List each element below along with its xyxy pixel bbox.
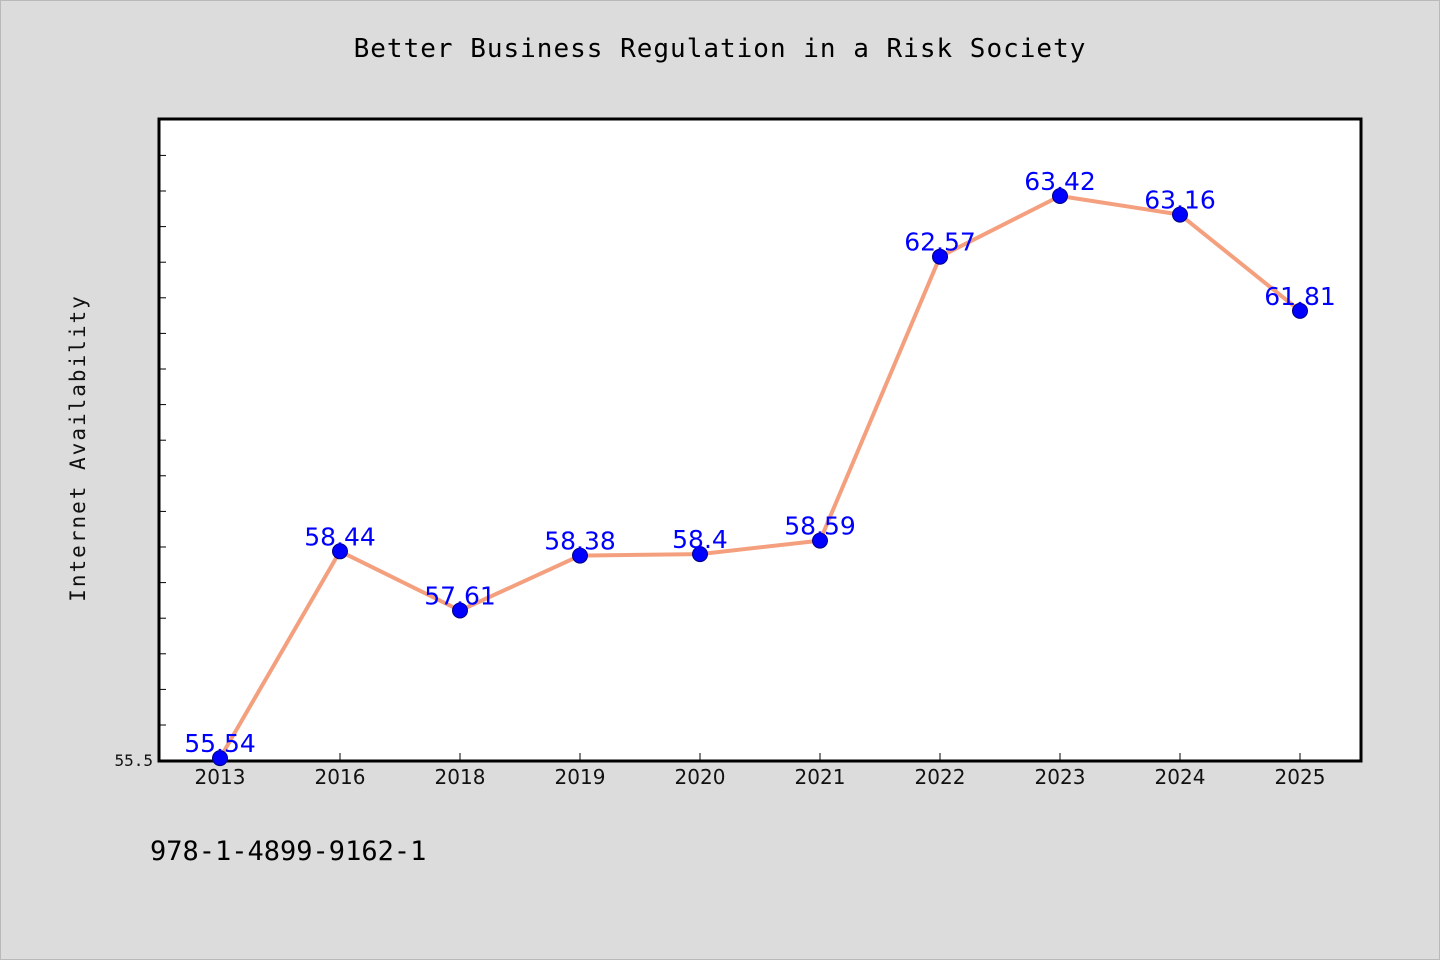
x-tick-label: 2025 — [1275, 765, 1326, 789]
x-tick-label: 2021 — [795, 765, 846, 789]
data-markers — [212, 188, 1308, 767]
data-label: 58.44 — [304, 522, 376, 551]
data-point-marker — [1292, 302, 1308, 319]
data-label: 63.42 — [1024, 167, 1096, 196]
x-tick-label: 2016 — [315, 765, 366, 789]
data-label: 62.57 — [904, 228, 976, 257]
plot-area — [157, 117, 1363, 763]
data-label: 55.54 — [184, 729, 256, 758]
x-tick-label: 2013 — [195, 765, 246, 789]
data-label: 58.4 — [672, 525, 728, 554]
x-tick-label: 2020 — [675, 765, 726, 789]
data-point-marker — [572, 547, 588, 564]
x-tick-label: 2022 — [915, 765, 966, 789]
data-point-marker — [1172, 206, 1188, 223]
x-tick-label: 2024 — [1155, 765, 1206, 789]
x-axis-tick-labels: 2013 2016 2018 2019 2020 2021 2022 2023 2024 2025 — [195, 765, 1326, 789]
data-point-marker — [452, 602, 468, 619]
data-point-marker — [932, 248, 948, 265]
data-point-marker — [692, 546, 708, 563]
series-line — [218, 194, 1302, 760]
data-label: 58.38 — [544, 527, 616, 556]
chart-title: Better Business Regulation in a Risk Soc… — [353, 34, 1087, 64]
data-label: 63.16 — [1144, 186, 1216, 215]
data-point-marker — [332, 543, 348, 560]
y-tick-label: 55.5 — [114, 751, 153, 770]
x-tick-label: 2018 — [435, 765, 486, 789]
data-labels: 55.54 58.44 57.61 58.38 58.4 58.59 62.57 63.42 6… — [184, 167, 1336, 758]
data-point-marker — [812, 532, 828, 549]
x-tick-label: 2019 — [555, 765, 606, 789]
data-label: 57.61 — [424, 582, 496, 611]
data-label: 61.81 — [1264, 282, 1336, 311]
data-label: 58.59 — [784, 512, 856, 541]
data-point-marker — [212, 750, 228, 767]
y-axis-ticks — [159, 154, 166, 726]
footer-isbn: 978-1-4899-9162-1 — [150, 836, 427, 867]
x-tick-label: 2023 — [1035, 765, 1086, 789]
data-point-marker — [1052, 188, 1068, 204]
